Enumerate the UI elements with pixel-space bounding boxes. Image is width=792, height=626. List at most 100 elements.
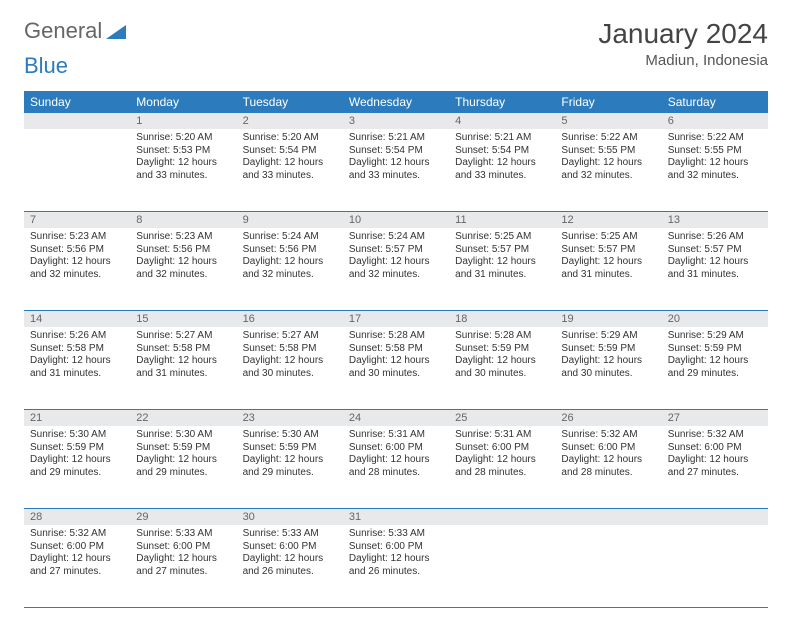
week-row: Sunrise: 5:20 AM Sunset: 5:53 PM Daylight:… [24, 129, 768, 212]
day-header: Sunday [24, 91, 130, 113]
day-number: 14 [24, 311, 130, 327]
day-cell: Sunrise: 5:32 AMSunset: 6:00 PMDaylight:… [555, 426, 661, 508]
weeks-container: 123456 Sunrise: 5:20 AM Sunset: 5:53 PM Day… [24, 113, 768, 608]
day2-text: and 29 minutes. [668, 368, 762, 381]
day-number: 10 [343, 212, 449, 228]
week-row: Sunrise: 5:30 AMSunset: 5:59 PMDaylight:… [24, 426, 768, 509]
day-cell: Sunrise: 5:25 AMSunset: 5:57 PMDaylight:… [449, 228, 555, 310]
sunrise-text: Sunrise: 5:30 AM [30, 429, 124, 442]
day-number: 9 [237, 212, 343, 228]
day2-text: and 29 minutes. [30, 467, 124, 480]
day-number: 3 [343, 113, 449, 129]
day1-text: Daylight: 12 hours [561, 256, 655, 269]
day-header: Friday [555, 91, 661, 113]
sunrise-text: Sunrise: 5:21 AM [455, 132, 549, 145]
day-number: 26 [555, 410, 661, 426]
day1-text: Daylight: 12 hours [561, 355, 655, 368]
sunrise-text: Sunrise: 5:26 AM [30, 330, 124, 343]
sunset-text: Sunset: 5:59 PM [243, 442, 337, 455]
sunset-text: Sunset: 5:57 PM [561, 244, 655, 257]
day2-text: and 30 minutes. [561, 368, 655, 381]
day1-text: Daylight: 12 hours [668, 256, 762, 269]
day-number: 16 [237, 311, 343, 327]
day2-text: and 31 minutes. [561, 269, 655, 282]
sunrise-text: Sunrise: 5:22 AM [561, 132, 655, 145]
day-cell: Sunrise: 5:32 AMSunset: 6:00 PMDaylight:… [24, 525, 130, 607]
sunrise-text: Sunrise: 5:26 AM [668, 231, 762, 244]
sunrise-text: Sunrise: 5:28 AM [455, 330, 549, 343]
day-number-row: 28293031 [24, 509, 768, 525]
day1-text: Daylight: 12 hours [30, 256, 124, 269]
day2-text: and 31 minutes. [136, 368, 230, 381]
day-cell: Sunrise: 5:33 AMSunset: 6:00 PMDaylight:… [237, 525, 343, 607]
day1-text: Daylight: 12 hours [136, 355, 230, 368]
sunrise-text: Sunrise: 5:24 AM [349, 231, 443, 244]
day-cell: Sunrise: 5:33 AMSunset: 6:00 PMDaylight:… [130, 525, 236, 607]
day2-text: and 28 minutes. [455, 467, 549, 480]
sunset-text: Sunset: 5:54 PM [349, 145, 443, 158]
day-number: 12 [555, 212, 661, 228]
day2-text: and 29 minutes. [136, 467, 230, 480]
day-cell: Sunrise: 5:27 AMSunset: 5:58 PMDaylight:… [237, 327, 343, 409]
day2-text: and 32 minutes. [136, 269, 230, 282]
day2-text: and 32 minutes. [349, 269, 443, 282]
day-cell: Sunrise: 5:20 AMSunset: 5:53 PMDaylight:… [130, 129, 236, 211]
day-number-row: 123456 [24, 113, 768, 129]
day1-text: Daylight: 12 hours [30, 454, 124, 467]
sunset-text: Sunset: 5:53 PM [136, 145, 230, 158]
day-number: 11 [449, 212, 555, 228]
day2-text: and 33 minutes. [243, 170, 337, 183]
sunset-text: Sunset: 5:54 PM [455, 145, 549, 158]
day2-text: and 31 minutes. [668, 269, 762, 282]
day-number: 30 [237, 509, 343, 525]
sunrise-text: Sunrise: 5:27 AM [136, 330, 230, 343]
day-cell: Sunrise: 5:23 AMSunset: 5:56 PMDaylight:… [24, 228, 130, 310]
day-cell [449, 525, 555, 607]
sunset-text: Sunset: 5:58 PM [349, 343, 443, 356]
sunrise-text: Sunrise: 5:28 AM [349, 330, 443, 343]
day2-text: and 33 minutes. [455, 170, 549, 183]
sunrise-text: Sunrise: 5:30 AM [136, 429, 230, 442]
sunrise-text: Sunrise: 5:31 AM [349, 429, 443, 442]
day-number-row: 78910111213 [24, 212, 768, 228]
sunset-text: Sunset: 5:54 PM [243, 145, 337, 158]
day2-text: and 31 minutes. [30, 368, 124, 381]
day-cell: Sunrise: 5:21 AMSunset: 5:54 PMDaylight:… [343, 129, 449, 211]
day2-text: and 32 minutes. [561, 170, 655, 183]
sunset-text: Sunset: 5:58 PM [243, 343, 337, 356]
day-cell: Sunrise: 5:29 AMSunset: 5:59 PMDaylight:… [555, 327, 661, 409]
day-cell: Sunrise: 5:26 AMSunset: 5:57 PMDaylight:… [662, 228, 768, 310]
sunrise-text: Sunrise: 5:25 AM [561, 231, 655, 244]
day2-text: and 30 minutes. [243, 368, 337, 381]
day2-text: and 30 minutes. [455, 368, 549, 381]
day1-text: Daylight: 12 hours [349, 355, 443, 368]
week-row: Sunrise: 5:32 AMSunset: 6:00 PMDaylight:… [24, 525, 768, 608]
day1-text: Daylight: 12 hours [668, 157, 762, 170]
day-number: 21 [24, 410, 130, 426]
day-cell: Sunrise: 5:30 AMSunset: 5:59 PMDaylight:… [24, 426, 130, 508]
day-cell [24, 129, 130, 211]
day-number [24, 113, 130, 129]
day1-text: Daylight: 12 hours [349, 454, 443, 467]
day-cell: Sunrise: 5:31 AMSunset: 6:00 PMDaylight:… [449, 426, 555, 508]
sunrise-text: Sunrise: 5:24 AM [243, 231, 337, 244]
sunset-text: Sunset: 6:00 PM [243, 541, 337, 554]
sunrise-text: Sunrise: 5:20 AM [243, 132, 337, 145]
sunrise-text: Sunrise: 5:23 AM [30, 231, 124, 244]
sunset-text: Sunset: 5:57 PM [349, 244, 443, 257]
day-number [555, 509, 661, 525]
sunset-text: Sunset: 5:56 PM [136, 244, 230, 257]
day-cell: Sunrise: 5:31 AMSunset: 6:00 PMDaylight:… [343, 426, 449, 508]
day2-text: and 30 minutes. [349, 368, 443, 381]
day-number: 28 [24, 509, 130, 525]
day2-text: and 26 minutes. [349, 566, 443, 579]
day1-text: Daylight: 12 hours [455, 157, 549, 170]
day-cell: Sunrise: 5:33 AMSunset: 6:00 PMDaylight:… [343, 525, 449, 607]
sunrise-text: Sunrise: 5:30 AM [243, 429, 337, 442]
day2-text: and 33 minutes. [349, 170, 443, 183]
day-number: 7 [24, 212, 130, 228]
sunset-text: Sunset: 5:55 PM [561, 145, 655, 158]
day-number: 4 [449, 113, 555, 129]
day-cell: Sunrise: 5:28 AMSunset: 5:59 PMDaylight:… [449, 327, 555, 409]
day-number: 8 [130, 212, 236, 228]
